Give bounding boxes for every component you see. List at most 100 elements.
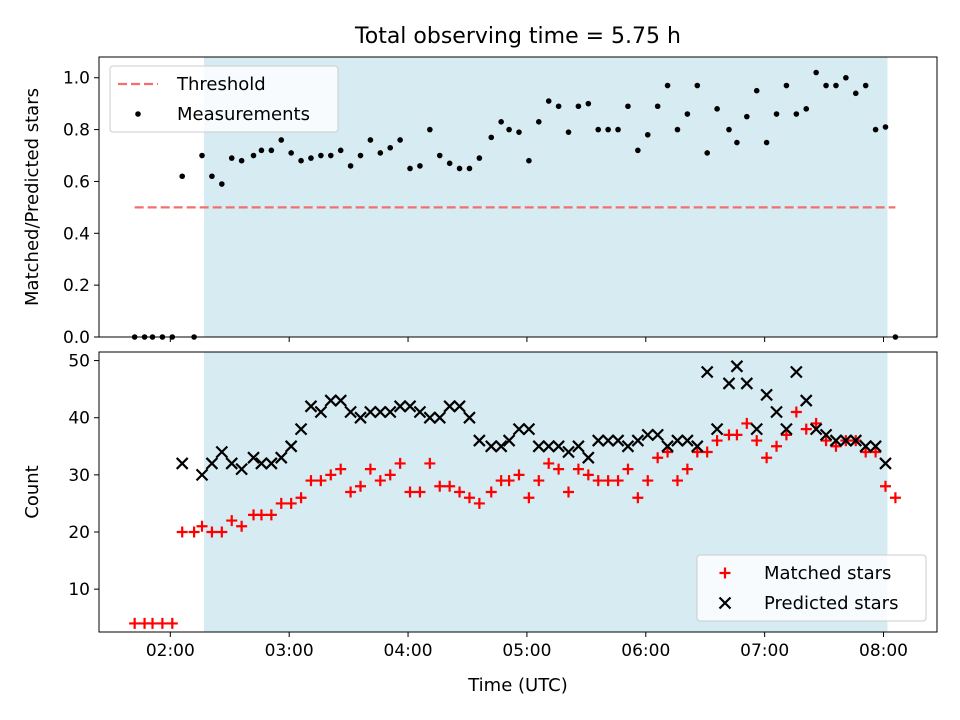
matched-stars-point <box>315 475 327 487</box>
predicted-stars-point <box>582 451 595 464</box>
predicted-stars-point <box>740 377 754 390</box>
legend-matched-stars-label: Matched stars <box>764 563 891 584</box>
matched-stars-point <box>771 440 783 452</box>
measurements-point <box>298 157 304 164</box>
legend-box <box>696 554 927 622</box>
y-tick-label: 0.0 <box>63 328 90 348</box>
matched-stars-point <box>870 446 882 458</box>
predicted-stars-point <box>484 440 498 453</box>
measurements-point <box>555 103 562 110</box>
predicted-stars-point <box>770 405 783 419</box>
matched-stars-point <box>156 617 168 629</box>
measurements-point <box>417 163 423 169</box>
predicted-stars-point <box>562 445 575 459</box>
measurements-point <box>367 137 374 143</box>
top-legend: Threshold Measurements <box>109 65 339 133</box>
matched-stars-point <box>800 423 812 435</box>
top-y-axis-label: Matched/Predicted stars <box>22 88 43 306</box>
measurements-point <box>843 74 849 81</box>
matched-stars-point <box>592 475 604 487</box>
predicted-stars-point <box>611 434 625 447</box>
y-tick-label: 0.4 <box>63 224 90 244</box>
measurements-point <box>664 82 671 89</box>
predicted-stars-point <box>494 440 508 453</box>
measurements-point <box>476 155 483 161</box>
predicted-stars-point <box>463 411 476 424</box>
measurements-point <box>833 82 839 89</box>
predicted-stars-point <box>681 434 694 447</box>
measurements-point <box>308 155 314 161</box>
predicted-stars-point <box>225 457 239 470</box>
predicted-stars-point <box>780 422 793 436</box>
measurements-point <box>654 103 661 110</box>
measurements-point <box>615 126 621 133</box>
predicted-stars-point <box>700 365 714 379</box>
predicted-stars-point <box>247 451 260 464</box>
legend-predicted-stars-label: Predicted stars <box>764 593 898 614</box>
matched-stars-point <box>414 486 426 498</box>
bottom-panel: 02:00 03:00 04:00 05:00 06:00 07:00 08:00 10 20… <box>22 351 938 696</box>
matched-stars-point <box>176 526 188 538</box>
predicted-stars-point <box>235 462 248 476</box>
matched-stars-point <box>285 497 297 509</box>
measurements-point <box>813 69 819 76</box>
measurements-point <box>506 126 512 133</box>
matched-stars-point <box>473 497 485 509</box>
predicted-stars-point <box>205 457 219 470</box>
measurements-point <box>357 152 364 159</box>
predicted-stars-point <box>512 422 526 436</box>
matched-stars-point <box>485 486 497 498</box>
predicted-stars-point <box>849 434 863 447</box>
predicted-stars-point <box>344 405 357 419</box>
matched-stars-point <box>612 475 624 487</box>
matched-stars-point <box>523 492 535 504</box>
legend-predicted-stars-marker <box>718 596 732 610</box>
y-tick-label: 0.2 <box>63 276 90 296</box>
measurements-point <box>872 126 879 133</box>
matched-stars-point <box>355 480 367 492</box>
predicted-stars-point <box>799 394 813 407</box>
x-tick-label: 03:00 <box>265 641 314 661</box>
matched-stars-point <box>503 475 515 487</box>
matched-stars-point <box>454 486 466 498</box>
measurements-point <box>278 137 285 143</box>
measurements-point <box>250 152 257 159</box>
x-tick-label: 05:00 <box>502 641 551 661</box>
predicted-stars-point <box>284 440 298 453</box>
matched-stars-point <box>860 446 872 458</box>
matched-stars-point <box>404 486 416 498</box>
y-tick-label: 50 <box>68 352 90 372</box>
measurements-point <box>337 147 344 154</box>
measurements-point <box>488 134 495 141</box>
matched-stars-point <box>295 492 307 504</box>
matched-stars-point <box>701 446 713 458</box>
y-tick-label: 30 <box>68 466 90 486</box>
matched-stars-point <box>543 457 555 469</box>
matched-stars-point <box>345 486 357 498</box>
predicted-stars-point <box>433 411 447 424</box>
top-axes-frame <box>98 56 938 338</box>
predicted-stars-point <box>215 445 229 459</box>
matched-stars-point <box>711 435 723 447</box>
matched-stars-point <box>335 463 347 475</box>
measurements-point <box>585 100 592 107</box>
top-panel: 0.0 0.2 0.4 0.6 0.8 1.0 Total observing time … <box>22 24 938 348</box>
matched-stars-point <box>642 475 654 487</box>
predicted-stars-point <box>175 457 189 470</box>
predicted-stars-point <box>393 400 407 413</box>
measurements-point <box>753 87 760 94</box>
predicted-stars-point <box>730 360 744 373</box>
y-tick-label: 20 <box>68 523 90 543</box>
predicted-stars-point <box>710 422 724 436</box>
matched-stars-point <box>751 435 763 447</box>
bottom-y-axis-label: Count <box>22 465 43 518</box>
matched-stars-point <box>424 457 436 469</box>
x-tick-label: 07:00 <box>740 641 789 661</box>
predicted-stars-point <box>274 451 288 464</box>
measurements-point <box>427 126 433 133</box>
matched-stars-point <box>681 463 693 475</box>
matched-stars-point <box>572 463 584 475</box>
predicted-stars-point <box>453 400 466 413</box>
predicted-stars-point <box>601 434 615 447</box>
predicted-stars-point <box>829 434 843 447</box>
